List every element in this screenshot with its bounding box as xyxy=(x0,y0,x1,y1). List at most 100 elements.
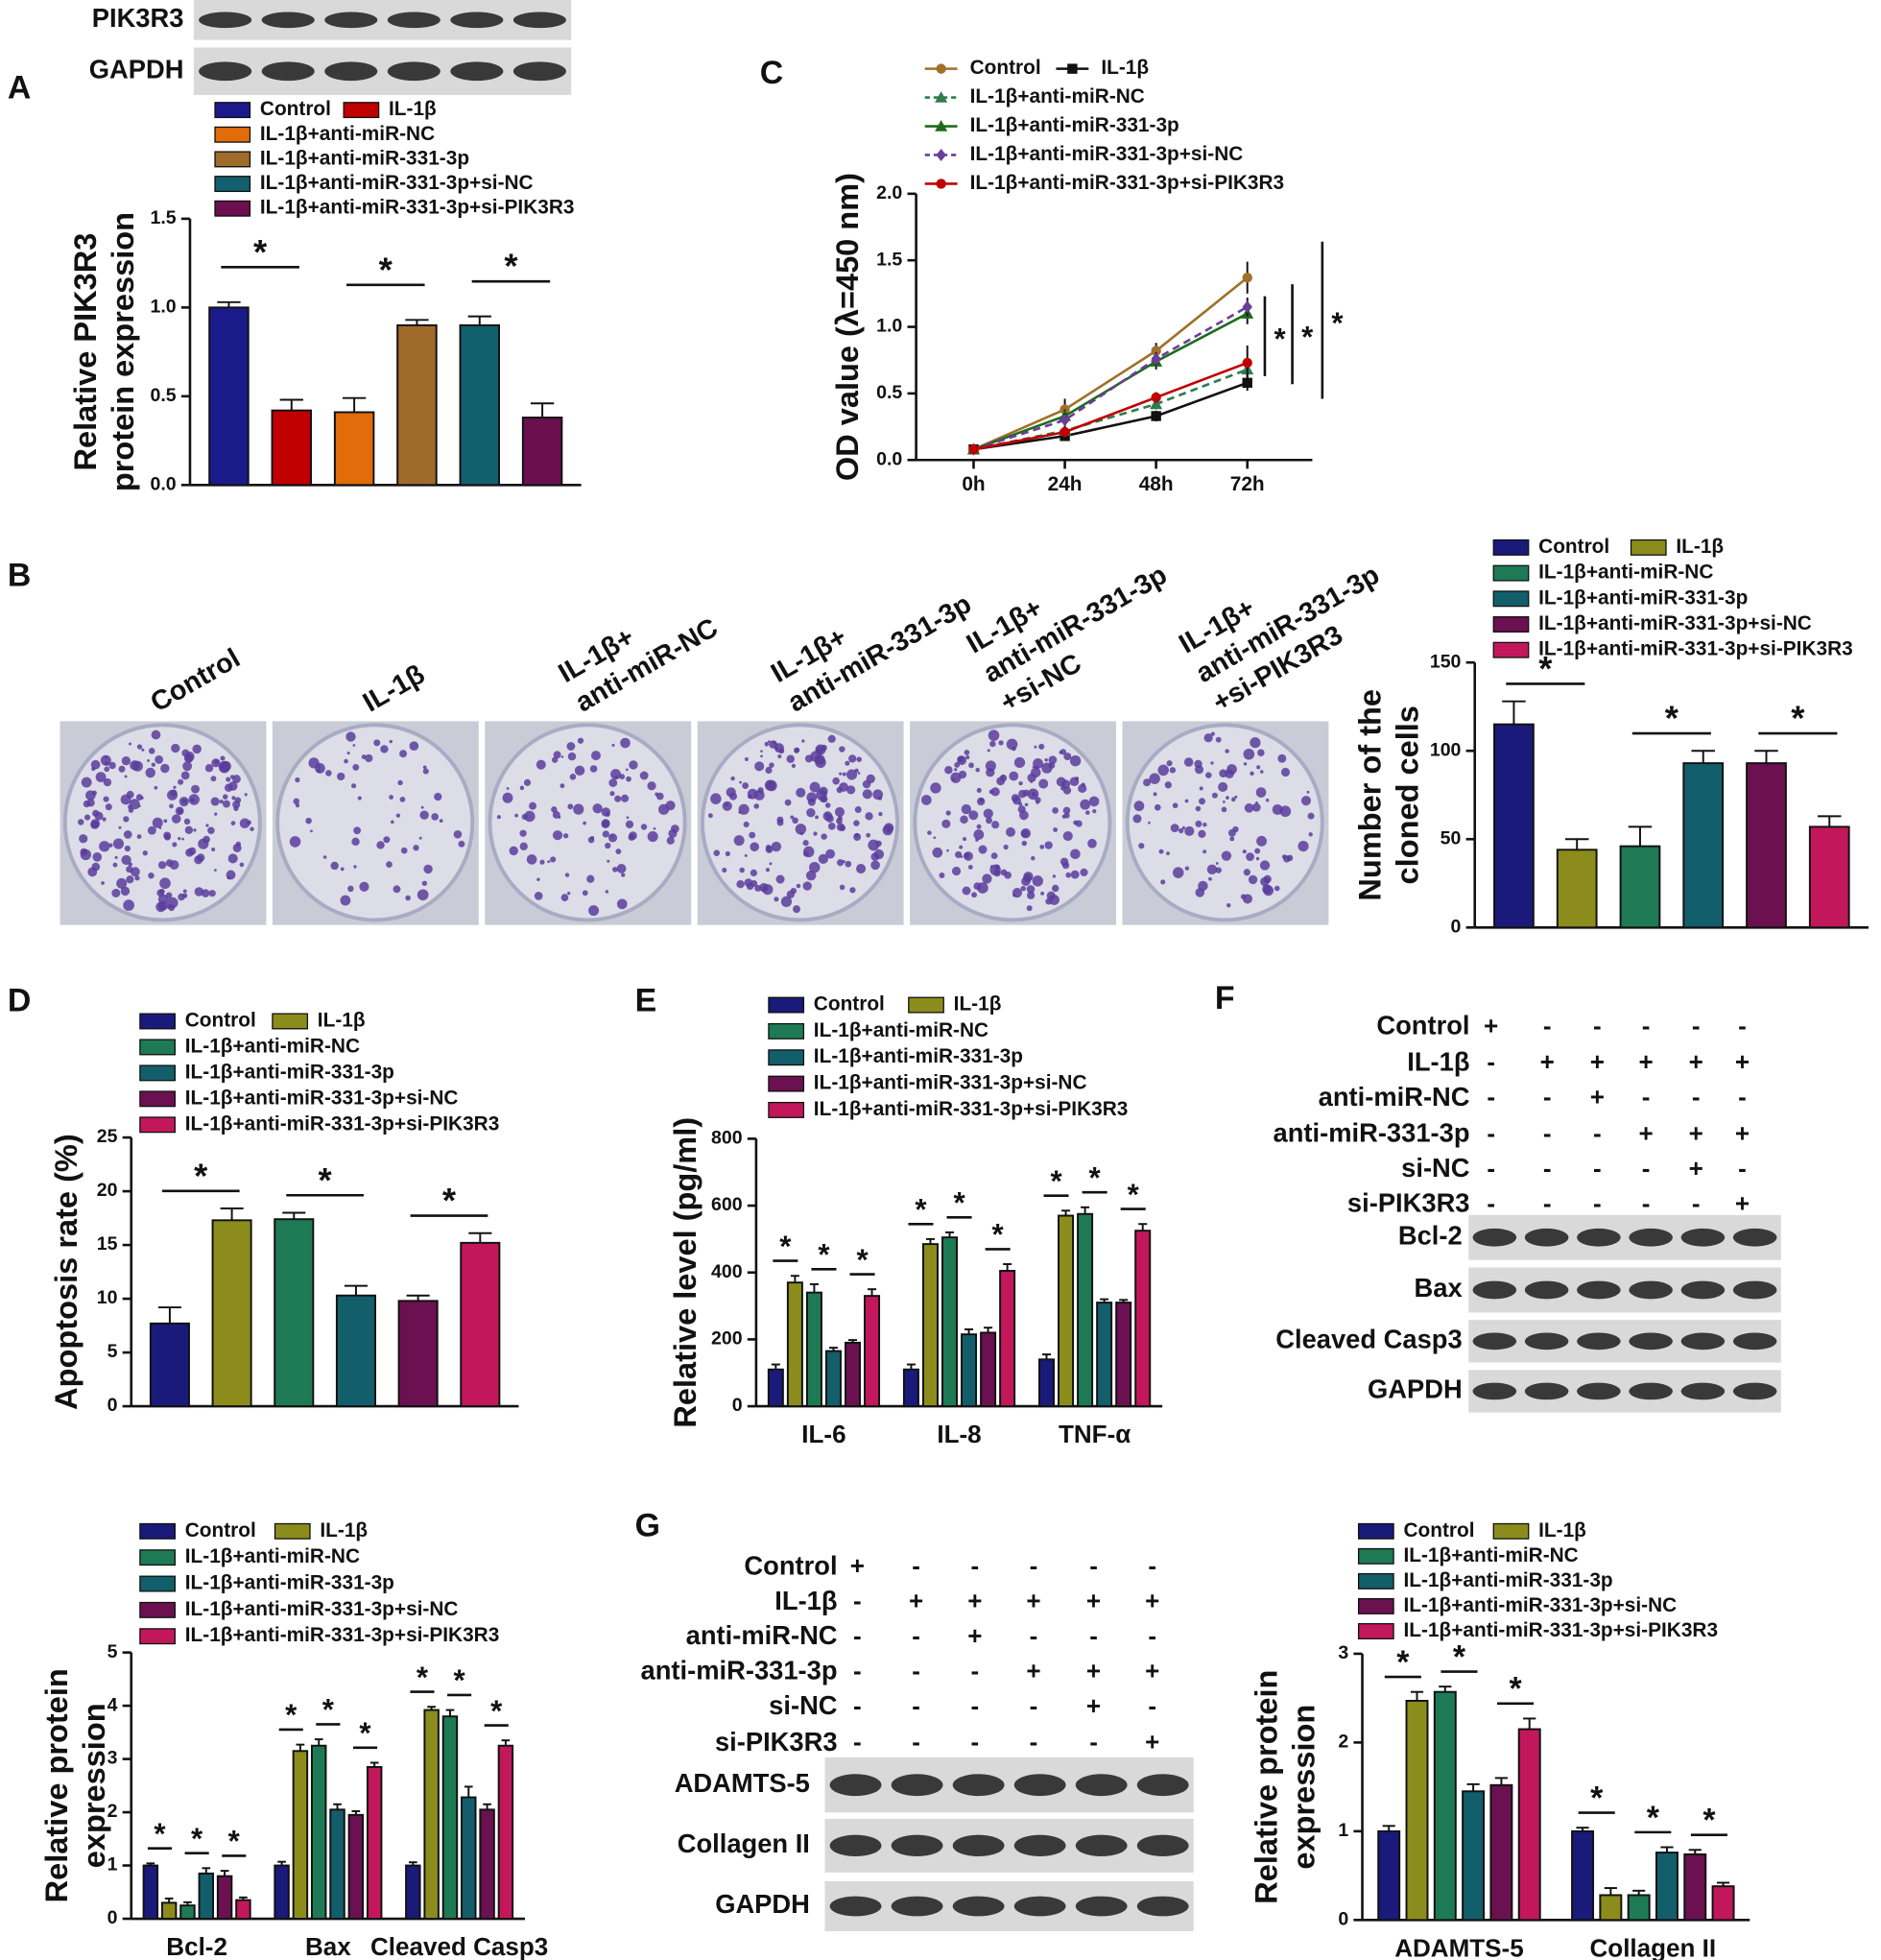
treatment-label: IL-1β xyxy=(774,1586,837,1615)
colony xyxy=(1181,825,1186,830)
colony xyxy=(620,737,631,749)
significance-label: * xyxy=(1331,306,1344,340)
bar xyxy=(179,1904,196,1921)
colony xyxy=(193,828,197,832)
colony xyxy=(103,796,109,802)
colony xyxy=(352,764,360,771)
point xyxy=(936,179,946,189)
colony xyxy=(78,819,84,825)
y-tick-label: 600 xyxy=(711,1194,743,1215)
bar xyxy=(1808,825,1850,929)
colony xyxy=(1032,875,1043,887)
colony xyxy=(991,821,1000,829)
colony xyxy=(813,831,818,836)
treatment-mark: + xyxy=(1145,1586,1159,1614)
x-tick-label: 48h xyxy=(1139,473,1174,495)
blot-strip xyxy=(824,1818,1194,1873)
colony xyxy=(1210,761,1214,765)
colony xyxy=(128,862,133,867)
colony xyxy=(171,814,181,824)
colony xyxy=(90,820,100,829)
colony xyxy=(1259,860,1271,871)
legend-label: Control xyxy=(1538,536,1609,558)
significance-label: * xyxy=(194,1156,208,1195)
legend-label: IL-1β xyxy=(1676,536,1724,558)
significance-label: * xyxy=(359,1716,371,1750)
colony xyxy=(743,821,750,827)
colony xyxy=(1092,808,1097,814)
colony xyxy=(1277,753,1287,763)
treatment-mark: - xyxy=(1692,1188,1701,1217)
colony xyxy=(760,754,763,758)
bar xyxy=(1711,1885,1735,1922)
colony xyxy=(178,836,181,841)
colony xyxy=(1257,749,1265,756)
colony xyxy=(226,870,236,880)
colony xyxy=(920,795,932,805)
colony xyxy=(955,850,963,859)
blot-strip xyxy=(193,47,572,95)
colony xyxy=(1172,802,1179,809)
colony xyxy=(853,832,862,841)
bar xyxy=(1077,1212,1094,1408)
band xyxy=(1577,1228,1621,1247)
colony xyxy=(1179,827,1184,834)
colony xyxy=(353,865,357,869)
colony xyxy=(345,731,356,742)
colony xyxy=(1065,872,1072,878)
colony xyxy=(198,838,209,849)
treatment-mark: - xyxy=(1642,1188,1651,1217)
treatment-mark: + xyxy=(1026,1586,1040,1614)
colony xyxy=(959,845,964,849)
colony xyxy=(845,860,852,868)
band xyxy=(1629,1332,1673,1350)
colony xyxy=(340,895,351,906)
legend-label: IL-1β+anti-miR-331-3p xyxy=(185,1572,394,1594)
colony xyxy=(1242,849,1247,854)
treatment-mark: - xyxy=(1738,1154,1747,1183)
colony xyxy=(592,803,603,814)
colony xyxy=(1172,867,1184,878)
colony xyxy=(957,755,967,766)
significance-label: * xyxy=(915,1193,927,1227)
treatment-mark: - xyxy=(1487,1154,1495,1183)
colony xyxy=(865,812,873,821)
colony xyxy=(941,819,951,828)
band xyxy=(1732,1382,1777,1400)
bar xyxy=(1115,1302,1132,1408)
bar xyxy=(333,411,375,487)
colony xyxy=(159,877,171,890)
colony xyxy=(725,850,730,857)
colony xyxy=(965,754,970,760)
significance-label: * xyxy=(379,250,393,289)
colony-plate xyxy=(1125,723,1324,922)
colony xyxy=(614,795,622,802)
treatment-mark: + xyxy=(1145,1728,1159,1757)
band-label: Bax xyxy=(1415,1273,1463,1303)
colony xyxy=(142,850,148,856)
treatment-mark: - xyxy=(912,1656,920,1685)
colony xyxy=(762,884,774,896)
colony xyxy=(1035,797,1041,803)
colony xyxy=(821,833,827,840)
colony xyxy=(1222,801,1226,803)
legend-label: IL-1β+anti-miR-331-3p+si-NC xyxy=(185,1087,459,1109)
colony xyxy=(140,796,144,800)
colony xyxy=(754,884,762,892)
colony xyxy=(790,815,795,820)
colony xyxy=(1259,770,1264,774)
colony xyxy=(786,754,795,763)
colony xyxy=(1030,780,1033,783)
treatment-label: IL-1β xyxy=(1407,1046,1469,1076)
bar xyxy=(460,1241,501,1408)
significance-label: * xyxy=(1702,1803,1716,1839)
colony xyxy=(1018,781,1023,786)
treatment-mark: - xyxy=(1487,1047,1495,1076)
colony xyxy=(1244,802,1254,813)
colony xyxy=(722,868,727,873)
colony xyxy=(1020,885,1026,892)
bar xyxy=(786,1281,803,1408)
colony xyxy=(95,772,107,782)
band xyxy=(1013,1896,1066,1917)
band xyxy=(512,12,566,29)
